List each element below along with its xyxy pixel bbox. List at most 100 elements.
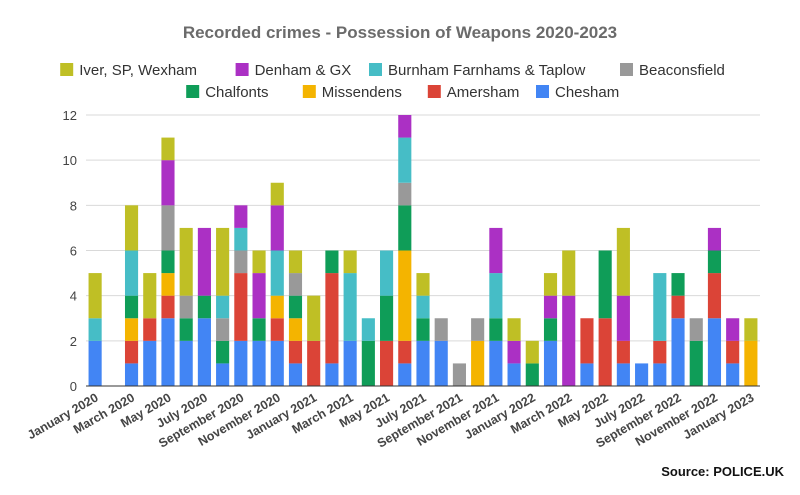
bar-segment-iver-sp-wexham bbox=[270, 182, 284, 206]
bar-segment-chesham bbox=[653, 363, 667, 386]
bar-segment-beaconsfield bbox=[288, 273, 303, 296]
bar-segment-denham-gx bbox=[562, 295, 576, 386]
bar-segment-burnham-farnhams-taplow bbox=[361, 318, 375, 341]
bar-stack-january-2021 bbox=[307, 295, 321, 386]
bar-stack-october-2020 bbox=[252, 250, 266, 386]
bar-segment-denham-gx bbox=[707, 227, 722, 251]
bar-segment-chesham bbox=[179, 340, 193, 386]
bar-segment-denham-gx bbox=[234, 205, 248, 228]
bar-segment-denham-gx bbox=[252, 273, 266, 319]
y-tick-label: 0 bbox=[70, 379, 77, 394]
bar-segment-iver-sp-wexham bbox=[88, 273, 102, 319]
bar-segment-chalfonts bbox=[252, 318, 266, 341]
bar-segment-beaconsfield bbox=[234, 250, 248, 274]
legend-item-burnham-farnhams-taplow: Burnham Farnhams & Taplow bbox=[369, 62, 585, 79]
bar-stack-april-2020 bbox=[143, 273, 157, 386]
bar-stack-january-2022 bbox=[525, 340, 539, 386]
bar-segment-beaconsfield bbox=[179, 295, 193, 319]
legend-label: Burnham Farnhams & Taplow bbox=[388, 62, 585, 79]
bar-segment-amersham bbox=[288, 340, 303, 364]
bar-segment-missendens bbox=[124, 318, 139, 341]
legend-label: Beaconsfield bbox=[639, 62, 725, 79]
legend-item-iver-sp-wexham: Iver, SP, Wexham bbox=[60, 62, 197, 79]
bar-stack-february-2021 bbox=[325, 250, 339, 386]
bar-segment-iver-sp-wexham bbox=[343, 250, 357, 274]
bar-stack-september-2020 bbox=[234, 205, 248, 386]
legend-item-chesham: Chesham bbox=[536, 84, 619, 101]
bar-stack-march-2022 bbox=[562, 250, 576, 386]
bar-segment-missendens bbox=[744, 340, 758, 386]
legend-label: Amersham bbox=[447, 84, 520, 101]
bar-stack-february-2022 bbox=[543, 273, 558, 386]
bar-segment-iver-sp-wexham bbox=[288, 250, 303, 274]
bar-segment-denham-gx bbox=[161, 160, 175, 206]
bar-segment-amersham bbox=[616, 340, 630, 364]
bar-stack-september-2021 bbox=[452, 363, 466, 386]
bar-stack-november-2022 bbox=[707, 227, 722, 386]
bar-stack-december-2020 bbox=[288, 250, 303, 386]
bar-segment-chalfonts bbox=[416, 318, 430, 341]
bar-segment-chalfonts bbox=[689, 340, 703, 386]
bar-segment-beaconsfield bbox=[471, 318, 485, 341]
bar-segment-burnham-farnhams-taplow bbox=[216, 295, 230, 319]
bar-segment-iver-sp-wexham bbox=[744, 318, 758, 341]
legend-swatch bbox=[60, 63, 74, 76]
bar-segment-amersham bbox=[653, 340, 667, 364]
bar-stack-may-2021 bbox=[380, 250, 394, 386]
bar-segment-missendens bbox=[161, 273, 175, 296]
bar-segment-chesham bbox=[343, 340, 357, 386]
bar-segment-burnham-farnhams-taplow bbox=[234, 227, 248, 251]
bar-segment-beaconsfield bbox=[452, 363, 466, 386]
legend-swatch bbox=[427, 85, 441, 98]
bar-segment-chalfonts bbox=[525, 363, 539, 386]
bar-segment-burnham-farnhams-taplow bbox=[416, 295, 430, 319]
bar-segment-burnham-farnhams-taplow bbox=[489, 273, 503, 319]
bar-segment-burnham-farnhams-taplow bbox=[343, 273, 357, 341]
bar-stack-october-2021 bbox=[471, 318, 485, 386]
bar-segment-amersham bbox=[671, 295, 685, 319]
bar-segment-denham-gx bbox=[726, 318, 740, 341]
bar-segment-chesham bbox=[124, 363, 139, 386]
bar-stack-september-2022 bbox=[671, 273, 685, 386]
bar-segment-amersham bbox=[325, 273, 339, 364]
bar-segment-chalfonts bbox=[707, 250, 722, 274]
bar-stack-november-2020 bbox=[270, 182, 284, 386]
legend-swatch bbox=[536, 85, 549, 98]
legend-item-missendens: Missendens bbox=[302, 84, 402, 101]
bar-segment-chalfonts bbox=[398, 205, 412, 251]
bar-segment-iver-sp-wexham bbox=[143, 273, 157, 319]
bar-segment-chesham bbox=[161, 318, 175, 386]
bar-segment-amersham bbox=[307, 340, 321, 386]
bar-stack-december-2022 bbox=[726, 318, 740, 386]
bar-segment-denham-gx bbox=[507, 340, 521, 364]
bar-segment-denham-gx bbox=[616, 295, 630, 341]
bar-stack-august-2022 bbox=[653, 273, 667, 386]
legend: Iver, SP, Wexham Denham & GX Burnham Farnh… bbox=[60, 62, 725, 101]
bar-segment-burnham-farnhams-taplow bbox=[124, 250, 139, 296]
bar-stack-october-2022 bbox=[689, 318, 703, 386]
bar-segment-beaconsfield bbox=[434, 318, 448, 341]
bar-segment-amersham bbox=[143, 318, 157, 341]
bar-segment-chalfonts bbox=[598, 250, 612, 319]
legend-swatch bbox=[186, 85, 200, 98]
bar-stack-june-2021 bbox=[398, 115, 412, 386]
bar-segment-missendens bbox=[471, 340, 485, 386]
y-tick-label: 10 bbox=[63, 153, 77, 168]
bar-segment-denham-gx bbox=[489, 227, 503, 274]
y-tick-label: 8 bbox=[70, 198, 77, 213]
bar-segment-beaconsfield bbox=[398, 182, 412, 206]
bar-segment-chesham bbox=[416, 340, 430, 386]
bar-segment-chalfonts bbox=[380, 295, 394, 341]
bar-segment-missendens bbox=[288, 318, 303, 341]
bar-segment-amersham bbox=[270, 318, 284, 341]
bar-segment-amersham bbox=[161, 295, 175, 319]
bar-segment-amersham bbox=[707, 273, 722, 319]
bar-segment-chalfonts bbox=[161, 250, 175, 274]
legend-swatch bbox=[235, 63, 249, 76]
bar-segment-chesham bbox=[270, 340, 284, 386]
bar-segment-iver-sp-wexham bbox=[507, 318, 521, 341]
bar-segment-chesham bbox=[143, 340, 157, 386]
bar-segment-chalfonts bbox=[216, 340, 230, 364]
